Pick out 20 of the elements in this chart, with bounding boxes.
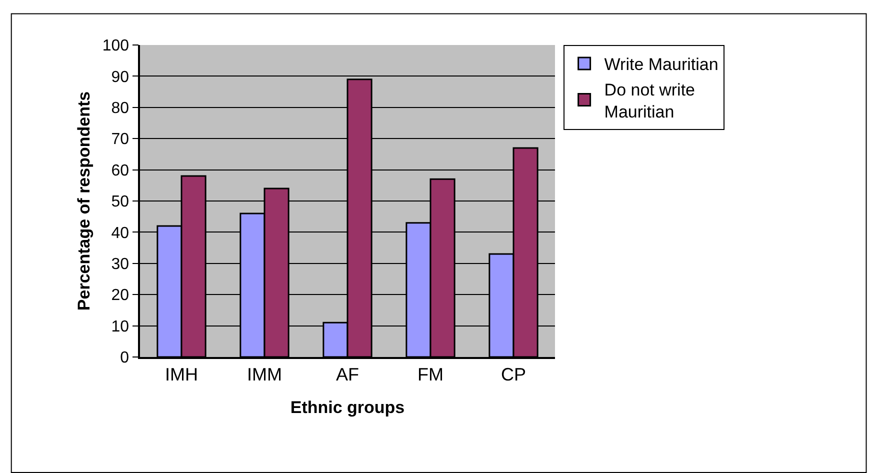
legend-label: Write Mauritian	[604, 55, 718, 74]
y-tick-label: 70	[111, 131, 130, 148]
legend-label: Do not write Mauritian	[604, 80, 696, 122]
y-tick-label: 20	[111, 287, 130, 304]
y-tick-label: 100	[102, 38, 130, 55]
x-tick-label: FM	[418, 364, 444, 384]
y-tick-label: 80	[111, 100, 130, 117]
y-tick-label: 40	[111, 224, 130, 242]
y-tick-label: 90	[111, 68, 130, 86]
x-tick-label: CP	[500, 364, 526, 384]
x-tick-label: IMH	[165, 364, 198, 384]
x-tick-label: AF	[336, 364, 360, 384]
y-tick-label: 50	[111, 194, 130, 211]
y-tick-label: 60	[111, 162, 130, 180]
y-axis-title: Percentage of respondents	[74, 91, 94, 311]
y-tick-label: 10	[111, 318, 130, 336]
x-tick-label: IMM	[247, 364, 282, 384]
x-axis-title: Ethnic groups	[290, 398, 405, 418]
y-tick-label: 0	[120, 350, 130, 367]
y-tick-label: 30	[111, 256, 130, 273]
